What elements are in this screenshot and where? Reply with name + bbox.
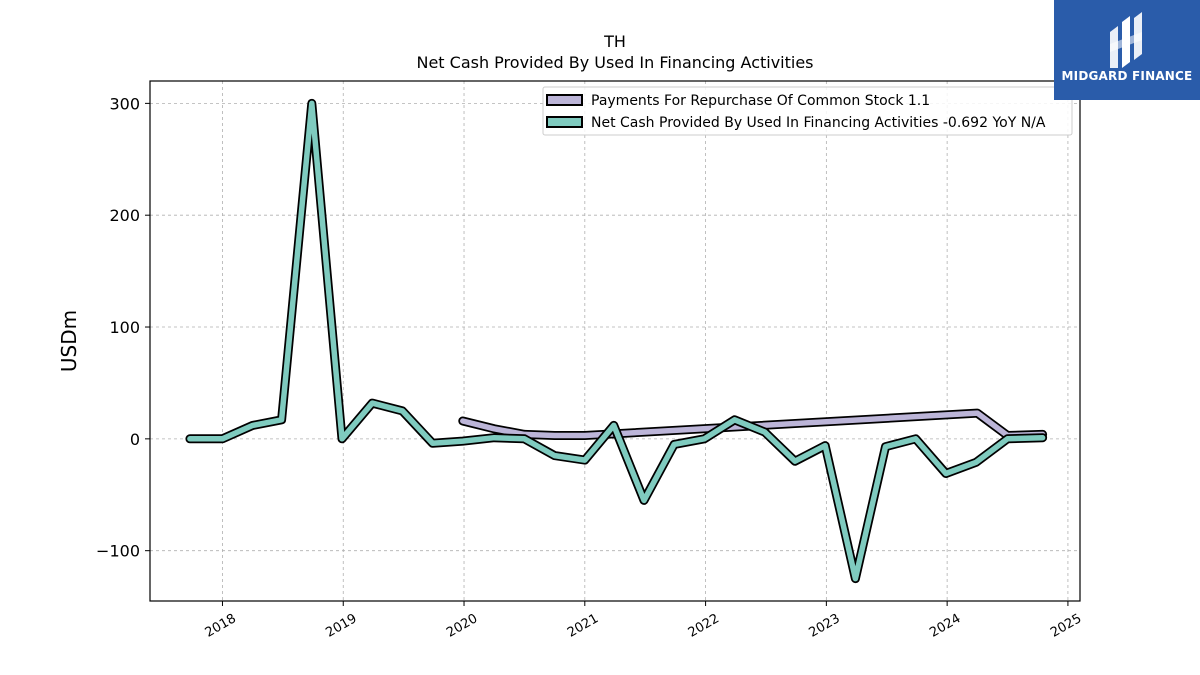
logo-mark-icon	[1110, 12, 1142, 68]
x-tick-label-2024: 2024	[927, 611, 963, 641]
series-line-net-cash	[187, 100, 1046, 582]
x-tick-label-2023: 2023	[807, 611, 843, 641]
brand-logo: MIDGARD FINANCE	[1054, 0, 1200, 100]
series-line-payments	[460, 410, 1046, 439]
x-tick-label-2025: 2025	[1048, 611, 1084, 641]
legend-label-net-cash: Net Cash Provided By Used In Financing A…	[591, 115, 1046, 131]
plot-frame	[149, 80, 1081, 602]
legend-swatch-net-cash	[546, 116, 583, 128]
axis-ticks: 300 200 100 0 −100 2018 2019 2020 2021 2022 2023 20…	[96, 94, 1084, 640]
legend-label-payments: Payments For Repurchase Of Common Stock …	[591, 93, 930, 109]
chart-subtitle: Net Cash Provided By Used In Financing A…	[416, 53, 813, 72]
x-tick-label-2021: 2021	[565, 611, 601, 641]
y-tick-label-1: 200	[109, 206, 140, 225]
x-tick-label-2020: 2020	[444, 611, 480, 641]
y-tick-label-2: 100	[109, 318, 140, 337]
legend-box	[542, 86, 1073, 136]
logo-text: MIDGARD FINANCE	[1061, 69, 1193, 83]
x-tick-label-2018: 2018	[203, 611, 239, 641]
chart-title: TH	[603, 32, 626, 51]
series-layer	[185, 98, 1048, 584]
legend: Payments For Repurchase Of Common Stock …	[542, 86, 1073, 136]
x-tick-label-2022: 2022	[686, 611, 722, 641]
y-tick-label-4: −100	[96, 542, 140, 561]
y-tick-label-0: 300	[109, 94, 140, 113]
y-tick-label-3: 0	[130, 430, 140, 449]
x-tick-label-2019: 2019	[323, 611, 359, 641]
y-axis-label: USDm	[57, 310, 81, 372]
legend-swatch-payments	[546, 94, 583, 106]
